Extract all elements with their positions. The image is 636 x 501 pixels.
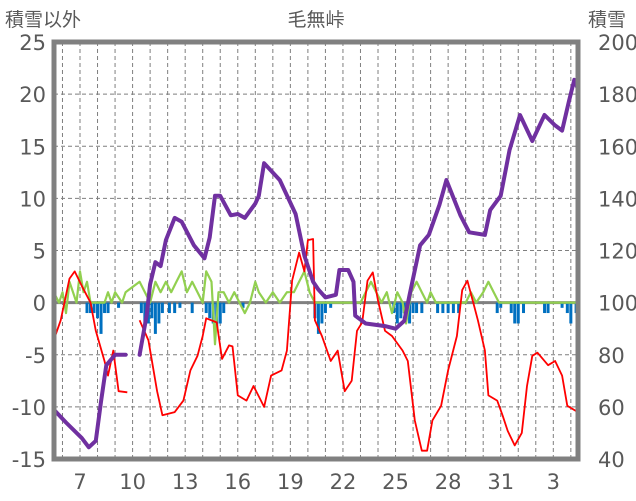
blue-bar <box>190 302 194 314</box>
left-axis-title: 積雪以外 <box>5 9 81 31</box>
x-tick-labels: 7 10 13 16 19 22 25 28 31 3 <box>73 470 560 494</box>
blue-bar <box>451 302 455 314</box>
blue-bar <box>411 302 415 314</box>
temperature-line <box>138 238 579 452</box>
left-y-tick-label: 10 <box>19 187 46 211</box>
green-series-line <box>52 270 578 346</box>
blue-bar <box>167 302 171 314</box>
right-y-tick-labels: 200 180 160 140 120 100 80 60 40 <box>598 31 636 472</box>
right-y-tick-label: 80 <box>598 344 625 368</box>
series-lines <box>51 77 580 452</box>
x-tick-label: 22 <box>330 470 357 494</box>
blue-bar <box>399 302 403 319</box>
blue-bar <box>320 302 324 324</box>
blue-bar <box>157 302 161 324</box>
plot-frame <box>51 39 581 462</box>
x-tick-label: 10 <box>119 470 146 494</box>
right-y-tick-label: 200 <box>598 31 636 55</box>
blue-bar <box>408 302 412 324</box>
snow-depth-line <box>51 352 128 450</box>
left-y-tick-label: 5 <box>33 240 46 264</box>
blue-bar <box>509 302 513 314</box>
blue-bar <box>560 302 564 308</box>
blue-bar <box>103 302 107 314</box>
chart-title: 毛無峠 <box>287 9 344 31</box>
blue-bar <box>89 302 93 314</box>
blue-bar <box>160 302 164 314</box>
x-tick-label: 7 <box>73 470 86 494</box>
blue-bar <box>173 302 177 314</box>
blue-bars <box>85 302 578 334</box>
blue-bar <box>99 302 103 334</box>
blue-bar <box>204 302 208 314</box>
right-y-tick-label: 120 <box>598 240 636 264</box>
x-tick-label: 16 <box>224 470 251 494</box>
left-y-tick-label: -5 <box>25 344 46 368</box>
x-tick-label: 3 <box>547 470 560 494</box>
blue-bar <box>106 302 110 314</box>
left-y-tick-label: 25 <box>19 31 46 55</box>
right-axis-title: 積雪 <box>588 9 626 31</box>
blue-bar <box>499 302 503 308</box>
blue-bar <box>415 302 419 314</box>
blue-bar <box>513 302 517 324</box>
blue-bar <box>153 302 157 334</box>
x-tick-label: 13 <box>172 470 199 494</box>
blue-bar <box>522 302 526 314</box>
blue-bar <box>323 302 327 314</box>
x-tick-label: 31 <box>487 470 514 494</box>
blue-bar <box>516 302 520 324</box>
blue-bar <box>546 302 550 314</box>
blue-bar <box>446 302 450 314</box>
blue-bar <box>395 302 399 324</box>
blue-bar <box>543 302 547 314</box>
right-y-tick-label: 100 <box>598 292 636 316</box>
blue-bar <box>208 302 212 319</box>
blue-bar <box>441 302 445 314</box>
blue-bar <box>316 302 320 334</box>
left-y-tick-labels: 25 20 15 10 5 0 -5 -10 -15 <box>12 31 46 472</box>
blue-bar <box>96 302 100 319</box>
blue-bar <box>436 302 440 314</box>
blue-bar <box>329 302 333 308</box>
blue-bar <box>457 302 461 314</box>
blue-bar <box>222 302 226 314</box>
left-y-tick-label: -10 <box>12 396 46 420</box>
blue-bar <box>150 302 154 319</box>
right-y-tick-label: 160 <box>598 135 636 159</box>
blue-bar <box>495 302 499 314</box>
right-y-tick-label: 140 <box>598 187 636 211</box>
blue-bar <box>117 302 121 308</box>
snow-depth-line <box>137 77 580 357</box>
blue-bar <box>143 302 147 324</box>
left-y-tick-label: 20 <box>19 83 46 107</box>
left-y-tick-label: -15 <box>12 448 46 472</box>
right-y-tick-label: 180 <box>598 83 636 107</box>
blue-bar <box>420 302 424 314</box>
blue-bar <box>178 302 182 308</box>
blue-bar <box>565 302 569 314</box>
blue-bar <box>569 302 573 324</box>
gridlines <box>54 41 578 460</box>
left-y-tick-label: 0 <box>33 292 46 316</box>
blue-bar <box>241 302 245 308</box>
left-y-tick-label: 15 <box>19 135 46 159</box>
blue-bar <box>85 302 89 314</box>
right-y-tick-label: 60 <box>598 396 625 420</box>
blue-bar <box>92 302 96 314</box>
blue-bar <box>139 302 143 314</box>
x-tick-label: 28 <box>435 470 462 494</box>
x-tick-label: 19 <box>277 470 304 494</box>
right-y-tick-label: 40 <box>598 448 625 472</box>
x-tick-label: 25 <box>382 470 409 494</box>
temperature-line <box>52 270 128 394</box>
blue-bar <box>218 302 222 324</box>
